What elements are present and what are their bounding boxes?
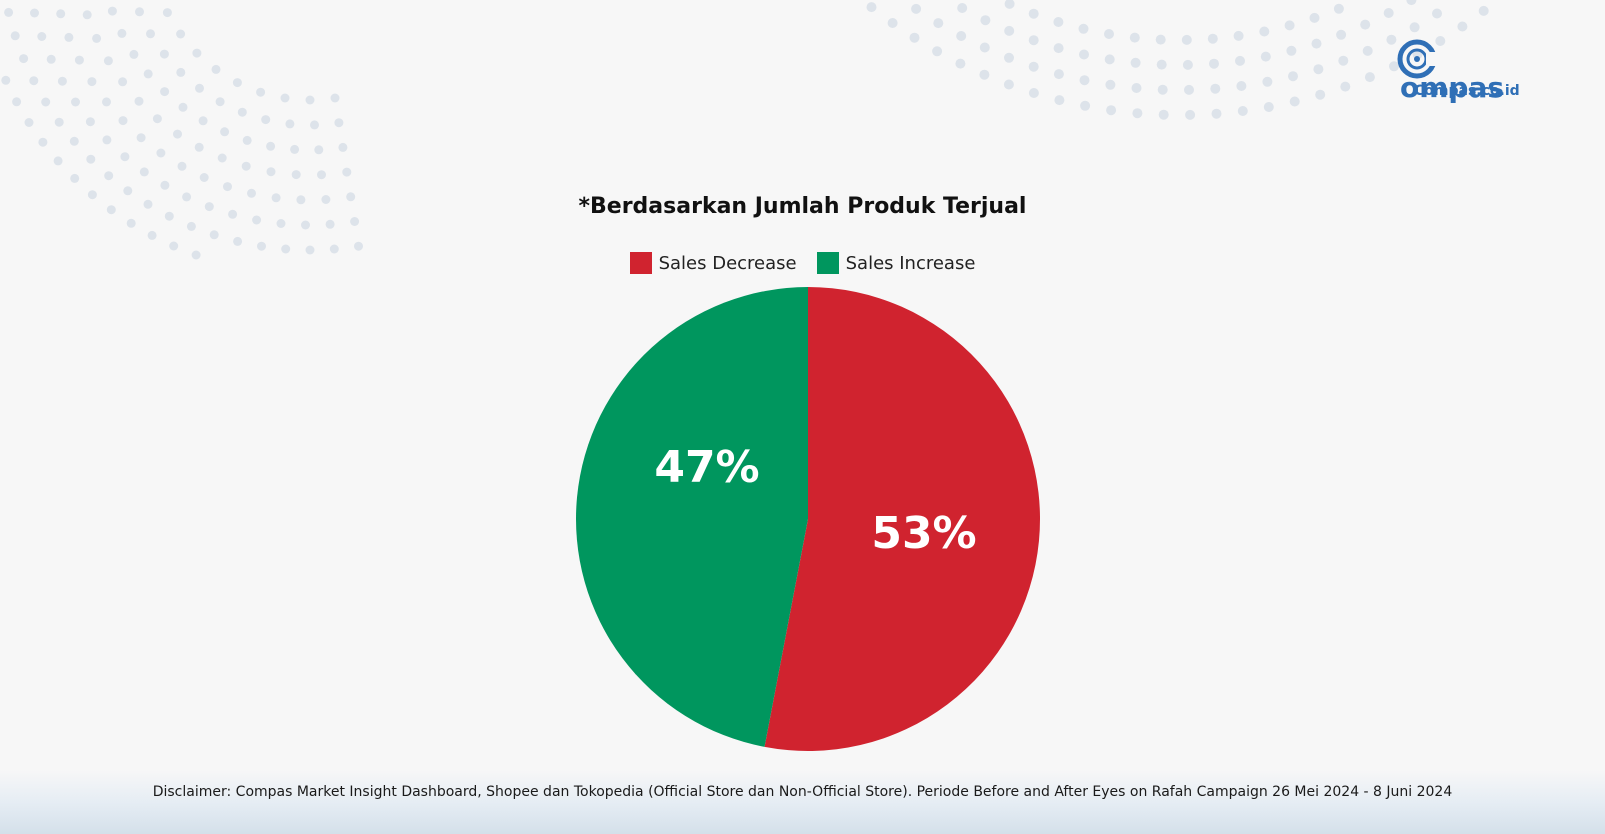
pie-label-sales-increase: 47% — [654, 442, 759, 493]
logo-text: ompas — [1400, 71, 1505, 104]
legend-swatch-sales-decrease — [629, 252, 652, 274]
compas-logo-wordmark: ompas — [1400, 38, 1516, 104]
legend-item-sales-increase: Sales Increase — [816, 252, 976, 274]
logo-url: Compas.co.id — [1414, 83, 1520, 99]
footer-band — [0, 770, 1605, 834]
legend-item-sales-decrease: Sales Decrease — [629, 252, 797, 274]
compas-logo-icon — [1397, 39, 1438, 79]
pie-label-sales-decrease: 53% — [871, 508, 976, 559]
pie-slice-sales-increase — [576, 287, 808, 747]
disclaimer-text: Disclaimer: Compas Market Insight Dashbo… — [152, 784, 1453, 800]
chart-legend: Sales Decrease Sales Increase — [0, 252, 1605, 274]
pie-slice-sales-decrease — [764, 287, 1041, 752]
legend-label-sales-decrease: Sales Decrease — [658, 252, 797, 274]
compas-logo: ompas Compas.co.id — [1396, 38, 1520, 108]
legend-label-sales-increase: Sales Increase — [845, 252, 976, 274]
legend-swatch-sales-increase — [816, 252, 839, 274]
chart-title: *Berdasarkan Jumlah Produk Terjual — [578, 194, 1027, 219]
